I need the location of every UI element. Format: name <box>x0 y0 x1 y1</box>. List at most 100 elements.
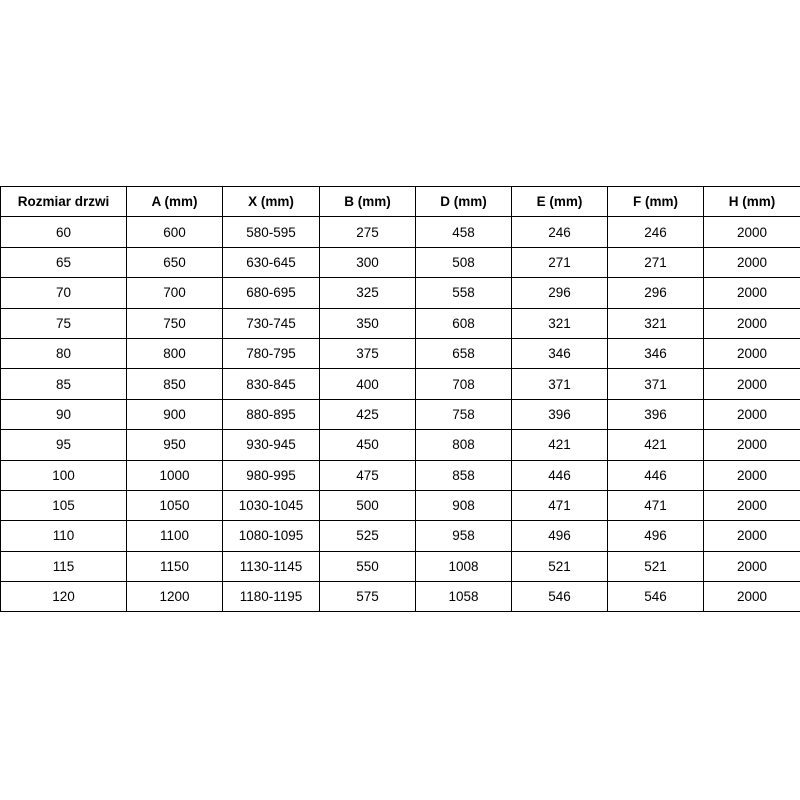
table-cell: 350 <box>319 307 416 339</box>
table-row: 80 800 780-795 375 658 346 346 2000 <box>0 337 800 370</box>
table-cell: 2000 <box>703 429 800 461</box>
table-cell: 471 <box>607 489 704 522</box>
table-row: 105 1050 1030-1045 500 908 471 471 2000 <box>0 489 800 522</box>
table-cell: 980-995 <box>222 459 320 491</box>
table-row: 110 1100 1080-1095 525 958 496 496 2000 <box>0 520 800 552</box>
column-header: D (mm) <box>415 185 512 218</box>
table-cell: 546 <box>607 581 704 613</box>
table-cell: 958 <box>415 520 512 552</box>
table-cell: 396 <box>511 398 608 431</box>
table-cell: 100 <box>0 459 127 491</box>
table-cell: 580-595 <box>222 216 320 248</box>
table-cell: 858 <box>415 459 512 491</box>
table-cell: 900 <box>126 398 223 431</box>
table-cell: 475 <box>319 459 416 491</box>
table-cell: 110 <box>0 520 127 552</box>
table-cell: 2000 <box>703 216 800 248</box>
table-cell: 2000 <box>703 246 800 279</box>
table-row: 65 650 630-645 300 508 271 271 2000 <box>0 246 800 279</box>
table-cell: 850 <box>126 368 223 400</box>
table-cell: 275 <box>319 216 416 248</box>
header-row: Rozmiar drzwi A (mm) X (mm) B (mm) D (mm) E (… <box>0 185 800 218</box>
table-cell: 425 <box>319 398 416 431</box>
table-cell: 2000 <box>703 307 800 339</box>
table-cell: 2000 <box>703 581 800 613</box>
table-cell: 2000 <box>703 337 800 370</box>
table-cell: 800 <box>126 337 223 370</box>
table-cell: 1050 <box>126 489 223 522</box>
table-cell: 85 <box>0 368 127 400</box>
table-cell: 75 <box>0 307 127 339</box>
table-cell: 321 <box>607 307 704 339</box>
table-cell: 1100 <box>126 520 223 552</box>
table-cell: 930-945 <box>222 429 320 461</box>
table-row: 75 750 730-745 350 608 321 321 2000 <box>0 307 800 339</box>
table-cell: 1150 <box>126 550 223 583</box>
table-cell: 830-845 <box>222 368 320 400</box>
table-cell: 246 <box>607 216 704 248</box>
table-row: 60 600 580-595 275 458 246 246 2000 <box>0 216 800 248</box>
table-cell: 496 <box>511 520 608 552</box>
table-cell: 458 <box>415 216 512 248</box>
table-cell: 300 <box>319 246 416 279</box>
table-row: 70 700 680-695 325 558 296 296 2000 <box>0 277 800 309</box>
table-cell: 550 <box>319 550 416 583</box>
table-cell: 346 <box>607 337 704 370</box>
table-cell: 546 <box>511 581 608 613</box>
table-cell: 880-895 <box>222 398 320 431</box>
table-row: 85 850 830-845 400 708 371 371 2000 <box>0 368 800 400</box>
table-cell: 271 <box>607 246 704 279</box>
table-cell: 1008 <box>415 550 512 583</box>
table-cell: 296 <box>511 277 608 309</box>
column-header: Rozmiar drzwi <box>0 185 127 218</box>
table-cell: 446 <box>511 459 608 491</box>
table-cell: 521 <box>607 550 704 583</box>
table-cell: 70 <box>0 277 127 309</box>
table-cell: 1030-1045 <box>222 489 320 522</box>
table-cell: 1130-1145 <box>222 550 320 583</box>
table-row: 90 900 880-895 425 758 396 396 2000 <box>0 398 800 431</box>
dimensions-table: Rozmiar drzwi A (mm) X (mm) B (mm) D (mm) E (… <box>0 185 800 613</box>
table-cell: 2000 <box>703 368 800 400</box>
table-cell: 246 <box>511 216 608 248</box>
table-cell: 808 <box>415 429 512 461</box>
table-cell: 271 <box>511 246 608 279</box>
table-cell: 750 <box>126 307 223 339</box>
table-cell: 450 <box>319 429 416 461</box>
column-header: B (mm) <box>319 185 416 218</box>
table-cell: 950 <box>126 429 223 461</box>
table-cell: 2000 <box>703 550 800 583</box>
table-cell: 371 <box>607 368 704 400</box>
column-header: E (mm) <box>511 185 608 218</box>
table-cell: 90 <box>0 398 127 431</box>
table-cell: 630-645 <box>222 246 320 279</box>
table-row: 120 1200 1180-1195 575 1058 546 546 2000 <box>0 581 800 613</box>
table-cell: 421 <box>607 429 704 461</box>
column-header: X (mm) <box>222 185 320 218</box>
table-cell: 120 <box>0 581 127 613</box>
table-row: 95 950 930-945 450 808 421 421 2000 <box>0 429 800 461</box>
table-cell: 650 <box>126 246 223 279</box>
table-cell: 500 <box>319 489 416 522</box>
table-cell: 105 <box>0 489 127 522</box>
table-cell: 400 <box>319 368 416 400</box>
table-cell: 371 <box>511 368 608 400</box>
table-cell: 600 <box>126 216 223 248</box>
column-header: H (mm) <box>703 185 800 218</box>
table-cell: 115 <box>0 550 127 583</box>
table-cell: 730-745 <box>222 307 320 339</box>
table-cell: 2000 <box>703 459 800 491</box>
table-cell: 296 <box>607 277 704 309</box>
table-cell: 321 <box>511 307 608 339</box>
table-cell: 2000 <box>703 398 800 431</box>
table-cell: 1080-1095 <box>222 520 320 552</box>
column-header: A (mm) <box>126 185 223 218</box>
table-cell: 680-695 <box>222 277 320 309</box>
table-cell: 1058 <box>415 581 512 613</box>
table-cell: 471 <box>511 489 608 522</box>
table-cell: 1000 <box>126 459 223 491</box>
table-cell: 525 <box>319 520 416 552</box>
table-cell: 1180-1195 <box>222 581 320 613</box>
table-cell: 508 <box>415 246 512 279</box>
table-cell: 708 <box>415 368 512 400</box>
